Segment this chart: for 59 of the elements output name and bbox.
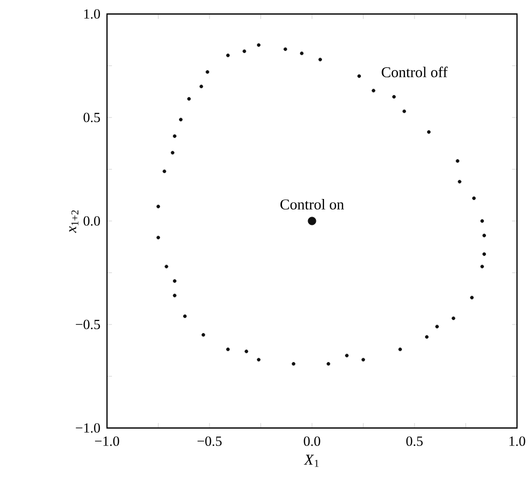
- point: [183, 314, 187, 318]
- x-tick-label: 0.0: [304, 436, 320, 446]
- point: [435, 324, 439, 328]
- point: [284, 47, 288, 51]
- point: [170, 150, 174, 154]
- point: [292, 362, 296, 366]
- point: [452, 316, 456, 320]
- point: [172, 294, 176, 298]
- point: [156, 236, 160, 240]
- point: [427, 130, 431, 134]
- point: [187, 97, 191, 101]
- point: [402, 109, 406, 114]
- point: [456, 159, 460, 163]
- series-label: Control on: [280, 199, 344, 210]
- x-axis-title: X$_{1}$: [304, 454, 319, 467]
- x-tick-label: −1.0: [95, 436, 120, 446]
- point: [202, 333, 206, 337]
- y-tick-label: 0.5: [84, 112, 100, 122]
- point: [482, 252, 486, 256]
- point: [179, 118, 183, 122]
- point: [308, 216, 316, 226]
- point: [392, 95, 396, 99]
- y-tick-label: −1.0: [76, 423, 100, 433]
- point: [470, 296, 474, 300]
- x-tick-label: 0.5: [406, 436, 423, 446]
- point: [425, 335, 429, 339]
- point: [164, 264, 168, 268]
- point: [226, 348, 230, 352]
- point: [242, 49, 246, 54]
- point: [156, 204, 160, 208]
- point: [480, 219, 484, 223]
- point: [480, 264, 484, 268]
- y-tick-label: 0.0: [84, 216, 100, 226]
- x-tick-label: −0.5: [198, 436, 222, 446]
- point: [318, 58, 322, 62]
- y-tick-label: −0.5: [76, 320, 100, 330]
- point: [300, 52, 304, 56]
- point: [206, 70, 210, 74]
- point: [458, 180, 462, 184]
- point: [482, 234, 486, 238]
- point: [472, 196, 476, 200]
- point: [357, 74, 361, 78]
- point: [172, 279, 176, 283]
- point: [372, 88, 376, 92]
- y-axis-title: x$_{1+2}$: [69, 210, 78, 233]
- x-tick-label: 1.0: [510, 436, 526, 446]
- point: [398, 348, 402, 352]
- point: [200, 84, 204, 88]
- point: [256, 358, 260, 362]
- point: [226, 54, 230, 58]
- point: [345, 354, 349, 358]
- point: [256, 43, 260, 47]
- point: [172, 134, 176, 138]
- point: [361, 358, 366, 362]
- y-tick-label: 1.0: [84, 9, 100, 19]
- point: [326, 362, 330, 366]
- point: [244, 350, 248, 354]
- point: [162, 170, 166, 174]
- series-label: Control off: [382, 66, 448, 78]
